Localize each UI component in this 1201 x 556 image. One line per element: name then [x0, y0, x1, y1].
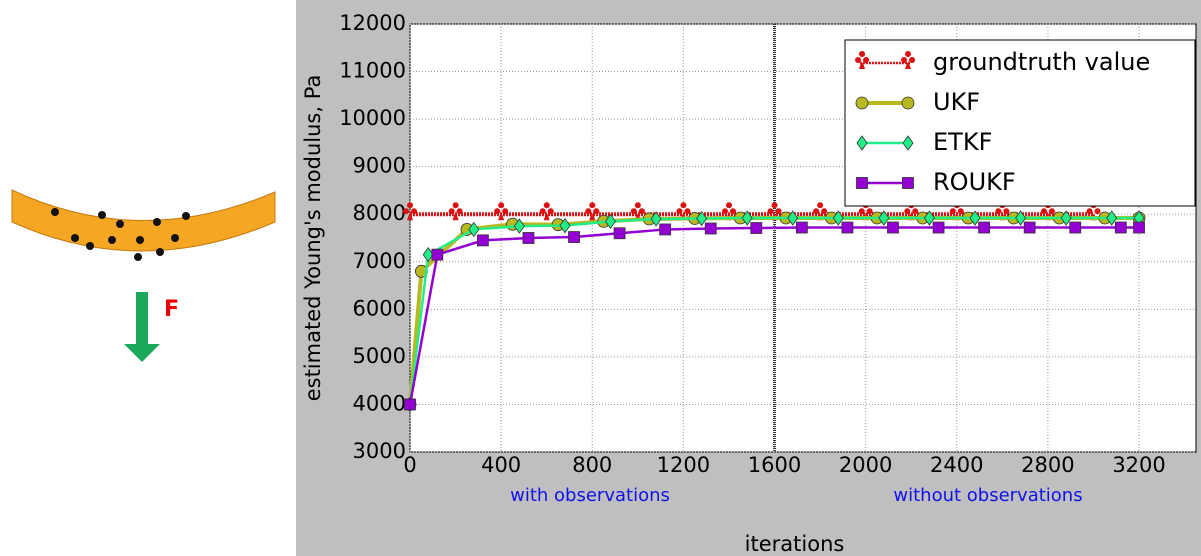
marker: [901, 51, 916, 69]
marker: [932, 221, 945, 234]
x-tick-label: 3200: [1112, 453, 1165, 477]
observation-points: [51, 208, 190, 261]
marker: [650, 211, 662, 227]
marker: [750, 222, 763, 234]
marker: [513, 218, 525, 234]
y-tick-label: 9000: [353, 154, 406, 178]
chart: 3000400050006000700080009000100001100012…: [301, 11, 1197, 556]
annotation: without observations: [893, 485, 1082, 506]
beam-illustration: F: [11, 189, 276, 362]
marker: [696, 210, 708, 227]
marker: [568, 231, 580, 243]
marker: [855, 96, 869, 110]
x-tick-label: 2000: [839, 453, 892, 477]
y-tick-label: 10000: [339, 106, 406, 130]
series-line: [408, 216, 1140, 405]
marker: [1114, 221, 1127, 234]
marker: [1015, 210, 1027, 226]
marker: [832, 210, 844, 226]
legend-label: ROUKF: [933, 168, 1016, 196]
x-axis-label: iterations: [745, 532, 845, 556]
marker: [704, 222, 717, 235]
marker: [887, 221, 899, 234]
marker: [1060, 210, 1072, 226]
legend-label: ETKF: [933, 128, 992, 156]
marker: [431, 248, 444, 261]
y-tick-label: 5000: [353, 344, 406, 368]
marker: [477, 234, 489, 247]
y-tick-label: 6000: [353, 296, 406, 320]
x-tick-label: 1200: [657, 453, 710, 477]
x-tick-label: 1600: [748, 453, 801, 477]
y-tick-label: 4000: [353, 391, 406, 415]
x-tick-label: 0: [403, 453, 416, 477]
force-label: F: [164, 297, 179, 322]
y-tick-label: 7000: [353, 249, 406, 273]
y-tick-label: 8000: [353, 201, 406, 225]
marker: [659, 223, 672, 236]
annotation: with observations: [510, 485, 670, 506]
marker: [901, 96, 915, 110]
marker: [613, 227, 626, 240]
marker: [468, 221, 480, 238]
legend-label: UKF: [933, 88, 980, 116]
marker: [403, 202, 418, 221]
marker: [855, 51, 870, 69]
marker: [559, 217, 571, 234]
marker: [787, 210, 799, 226]
marker: [522, 232, 535, 244]
y-tick-label: 3000: [353, 439, 406, 463]
x-tick-label: 2400: [930, 453, 983, 477]
marker: [856, 177, 868, 189]
marker: [1023, 221, 1036, 234]
marker: [902, 177, 914, 189]
marker: [856, 135, 868, 151]
marker: [923, 210, 935, 226]
force-arrow: [136, 292, 148, 344]
x-tick-label: 400: [481, 453, 521, 477]
marker: [978, 221, 991, 234]
marker: [404, 398, 416, 411]
marker: [1069, 221, 1082, 234]
series-line: [408, 226, 1140, 405]
y-tick-label: 11000: [339, 59, 406, 83]
y-tick-label: 12000: [339, 11, 406, 35]
legend: groundtruth value UKF ETKF ROUKF: [844, 39, 1196, 207]
marker: [448, 202, 463, 221]
marker: [1106, 210, 1118, 226]
marker: [585, 202, 600, 221]
x-tick-label: 2800: [1021, 453, 1074, 477]
marker: [494, 202, 509, 221]
marker: [969, 210, 981, 226]
marker: [539, 202, 554, 221]
marker: [741, 210, 753, 226]
marker: [1133, 221, 1145, 234]
legend-label: groundtruth value: [933, 48, 1150, 76]
marker: [630, 202, 645, 221]
force-arrow-head: [124, 344, 160, 362]
marker: [795, 221, 808, 234]
marker: [841, 221, 854, 234]
marker: [604, 213, 616, 230]
x-tick-label: 800: [572, 453, 612, 477]
marker: [902, 135, 914, 151]
marker: [878, 210, 890, 226]
y-axis-label: estimated Young's modulus, Pa: [301, 75, 325, 402]
